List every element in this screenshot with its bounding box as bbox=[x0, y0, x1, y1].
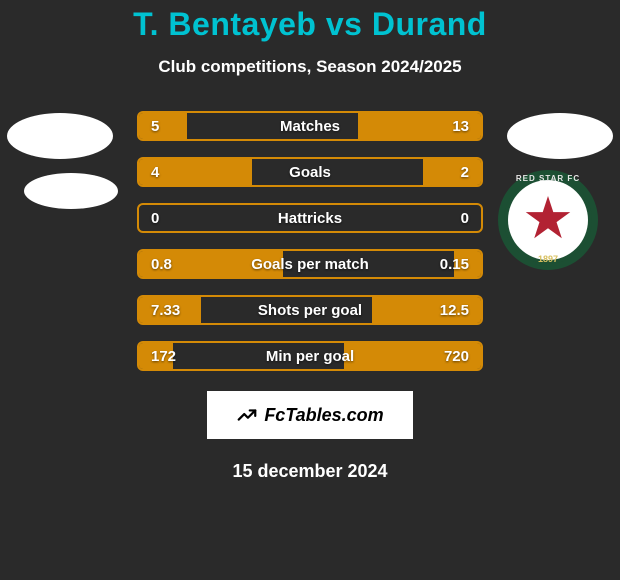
player-right-avatar bbox=[507, 113, 613, 159]
stat-row-goals: 4 Goals 2 bbox=[137, 157, 483, 187]
chart-up-icon bbox=[236, 404, 258, 426]
club-left-badge bbox=[24, 173, 118, 209]
stat-fill-left bbox=[139, 343, 173, 369]
subtitle: Club competitions, Season 2024/2025 bbox=[0, 57, 620, 77]
stat-fill-right bbox=[358, 113, 481, 139]
fctables-logo: FcTables.com bbox=[236, 404, 383, 426]
badge-year: 1897 bbox=[498, 254, 598, 264]
stat-right-value: 0 bbox=[461, 205, 469, 231]
stat-row-min-per-goal: 172 Min per goal 720 bbox=[137, 341, 483, 371]
star-icon: ★ bbox=[522, 190, 574, 248]
stat-fill-left bbox=[139, 297, 201, 323]
stat-fill-left bbox=[139, 251, 283, 277]
stat-row-shots-per-goal: 7.33 Shots per goal 12.5 bbox=[137, 295, 483, 325]
page-title: T. Bentayeb vs Durand bbox=[0, 6, 620, 43]
player-left-avatar bbox=[7, 113, 113, 159]
date-label: 15 december 2024 bbox=[0, 461, 620, 482]
comparison-card: T. Bentayeb vs Durand Club competitions,… bbox=[0, 0, 620, 580]
stat-fill-right bbox=[372, 297, 481, 323]
stat-row-hattricks: 0 Hattricks 0 bbox=[137, 203, 483, 233]
stat-fill-left bbox=[139, 113, 187, 139]
stat-label: Hattricks bbox=[139, 205, 481, 231]
fctables-link[interactable]: FcTables.com bbox=[207, 391, 413, 439]
fctables-label: FcTables.com bbox=[264, 405, 383, 426]
stat-fill-left bbox=[139, 159, 252, 185]
stat-row-matches: 5 Matches 13 bbox=[137, 111, 483, 141]
stat-row-goals-per-match: 0.8 Goals per match 0.15 bbox=[137, 249, 483, 279]
stat-fill-right bbox=[423, 159, 481, 185]
stat-left-value: 0 bbox=[151, 205, 159, 231]
stat-fill-right bbox=[454, 251, 481, 277]
club-right-badge: RED STAR FC ★ 1897 bbox=[498, 170, 598, 270]
stats-block: 5 Matches 13 4 Goals 2 0 Hattricks 0 0.8… bbox=[137, 111, 483, 371]
stat-fill-right bbox=[344, 343, 481, 369]
badge-ring-text: RED STAR FC bbox=[498, 174, 598, 183]
